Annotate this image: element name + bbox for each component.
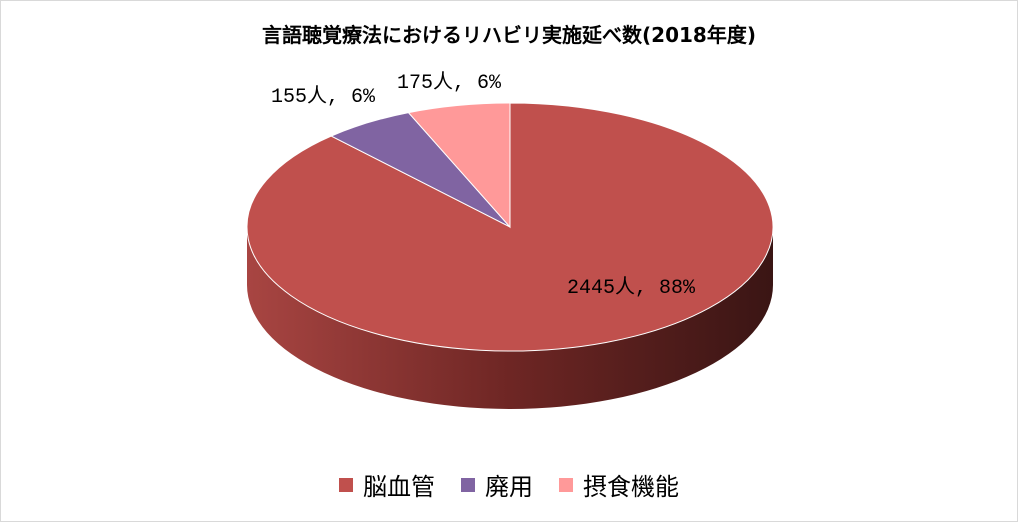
legend-label-cerebrovascular: 脳血管 — [363, 473, 435, 501]
data-label-1: 155人, 6% — [271, 84, 376, 109]
chart-title: 言語聴覚療法におけるリハビリ実施延べ数(2018年度) — [262, 23, 756, 47]
legend-item-cerebrovascular: 脳血管 — [339, 467, 435, 502]
data-label-2: 175人, 6% — [397, 70, 502, 95]
legend: 脳血管 廃用 摂食機能 — [1, 467, 1017, 502]
legend-label-swallowing: 摂食機能 — [583, 473, 679, 501]
legend-item-disuse: 廃用 — [461, 467, 533, 502]
pie-slice-2 — [407, 102, 511, 229]
legend-swatch-disuse — [461, 477, 475, 492]
legend-item-swallowing: 摂食機能 — [559, 467, 679, 502]
legend-label-disuse: 廃用 — [485, 473, 533, 501]
pie-side-0 — [247, 227, 773, 409]
legend-swatch-swallowing — [559, 477, 573, 492]
legend-swatch-cerebrovascular — [339, 477, 353, 492]
data-label-0: 2445人, 88% — [567, 275, 696, 300]
